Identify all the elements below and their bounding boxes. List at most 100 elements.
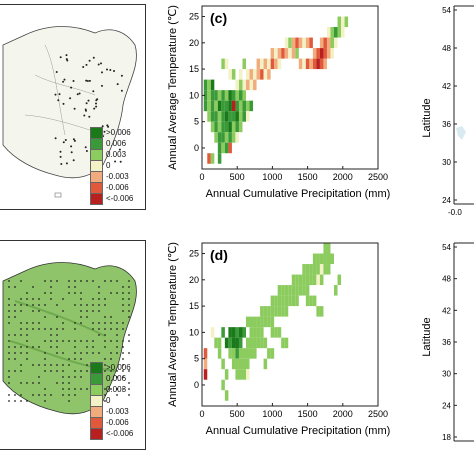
y-tick-label: 25 [189, 249, 199, 259]
grid-dot [104, 316, 106, 318]
heatmap-cell [334, 37, 338, 49]
heatmap-cell [288, 48, 292, 59]
heatmap-cell [326, 48, 331, 59]
grid-dot [92, 340, 94, 342]
latitude-tick-label: 24 [442, 196, 451, 205]
station-dot [87, 99, 90, 102]
station-dot [96, 98, 99, 101]
grid-dot [74, 328, 76, 330]
heatmap-cell [228, 121, 232, 133]
grid-dot [104, 394, 106, 396]
map-panel-bottom [0, 240, 146, 450]
heatmap-cell [235, 132, 239, 143]
grid-dot [122, 298, 124, 300]
grid-dot [26, 298, 28, 300]
grid-dot [80, 280, 82, 282]
grid-dot [14, 394, 16, 396]
grid-dot [20, 322, 22, 324]
heatmap-cell [305, 37, 310, 49]
grid-dot [62, 388, 64, 390]
grid-dot [8, 382, 10, 384]
grid-dot [20, 298, 22, 300]
station-dot [82, 66, 85, 68]
heatmap-cell [260, 306, 264, 317]
grid-dot [14, 316, 16, 318]
heatmap-cell [235, 90, 239, 101]
heatmap-cell [207, 100, 211, 112]
legend-entry: <-0.006 [90, 427, 134, 440]
station-dot [54, 93, 57, 96]
heatmap-cell [319, 264, 324, 275]
grid-dot [26, 328, 28, 330]
heatmap-cell [260, 327, 264, 338]
x-tick-label: 2000 [333, 409, 353, 419]
heatmap-cell [203, 79, 208, 91]
grid-dot [8, 370, 10, 372]
heatmap-cell [221, 58, 225, 70]
heatmap-cell [217, 121, 222, 133]
heatmap-cell [235, 100, 239, 112]
legend-label: -0.003 [106, 406, 129, 416]
legend-label: <-0.006 [106, 428, 134, 438]
heatmap-cell [246, 79, 250, 91]
grid-dot [50, 280, 52, 282]
heatmap-cell [305, 264, 310, 275]
grid-dot [56, 346, 58, 348]
heatmap-cell [305, 274, 310, 286]
grid-dot [104, 358, 106, 360]
grid-dot [26, 322, 28, 324]
heatmap-cell [270, 295, 275, 307]
panel-label: (d) [210, 247, 228, 263]
legend-label: -0.006 [106, 182, 129, 192]
grid-dot [116, 346, 118, 348]
heatmap-cell [203, 358, 208, 370]
legend-top: >0.006 0.006 0.003 0 -0.003 -0.006 <-0.006 [90, 126, 150, 207]
heatmap-cell [207, 90, 211, 101]
grid-dot [98, 322, 100, 324]
heatmap-cell [256, 58, 261, 70]
grid-dot [80, 370, 82, 372]
grid-dot [80, 376, 82, 378]
heatmap-cell [284, 48, 289, 59]
grid-dot [32, 346, 34, 348]
heatmap-cell [326, 243, 331, 254]
heatmap-cell [224, 132, 229, 143]
latitude-tick-label: 30 [442, 158, 451, 167]
heatmap-cell [224, 100, 229, 112]
grid-dot [74, 304, 76, 306]
heatmap-cell [231, 69, 236, 80]
grid-dot [122, 286, 124, 288]
latitude-tick-label: 54 [442, 6, 451, 15]
heatmap-cell [260, 58, 264, 70]
heatmap-cell [312, 48, 317, 59]
y-tick-label: 20 [189, 38, 199, 48]
y-tick-label: 0 [194, 143, 199, 153]
grid-dot [98, 328, 100, 330]
latitude-tick-label: 36 [442, 120, 451, 129]
heatmap-cell [295, 48, 299, 59]
grid-dot [38, 394, 40, 396]
grid-dot [44, 370, 46, 372]
x-tick-label: 500 [230, 409, 245, 419]
heatmap-cell [316, 48, 320, 59]
station-dot [72, 80, 75, 82]
heatmap-cell [263, 316, 268, 328]
heatmap-cell [319, 274, 324, 286]
grid-dot [80, 304, 82, 306]
heatmap-cell [217, 100, 222, 112]
grid-dot [8, 280, 10, 282]
grid-dot [50, 292, 52, 294]
heatmap-cell [256, 327, 261, 338]
grid-dot [56, 334, 58, 336]
grid-dot [86, 346, 88, 348]
grid-dot [128, 334, 130, 336]
grid-dot [62, 298, 64, 300]
x-tick-label: 500 [230, 172, 245, 182]
grid-dot [50, 370, 52, 372]
grid-dot [32, 382, 34, 384]
grid-dot [92, 280, 94, 282]
grid-dot [86, 304, 88, 306]
heatmap-cell [242, 58, 246, 70]
heatmap-cell [270, 306, 275, 317]
grid-dot [116, 280, 118, 282]
